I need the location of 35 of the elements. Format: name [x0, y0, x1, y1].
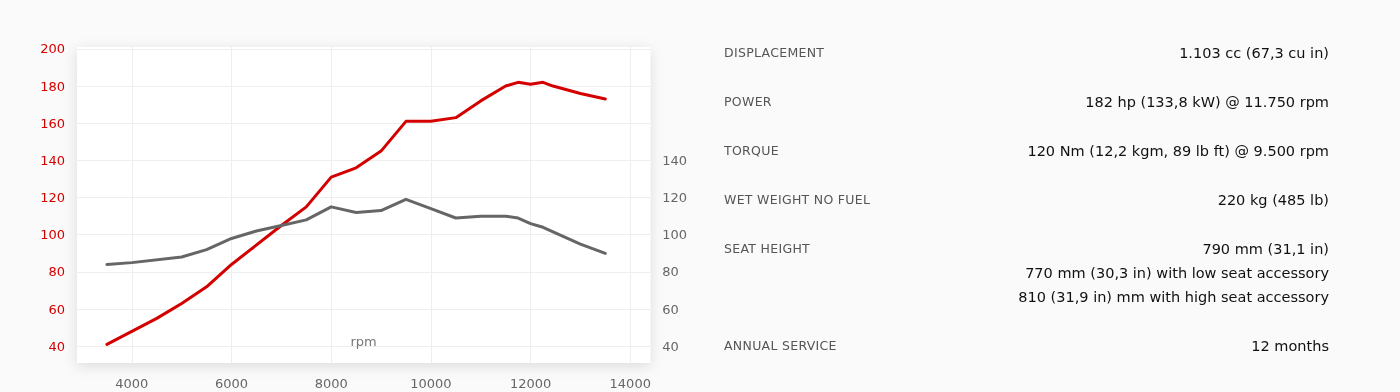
- text: 220 kg (485 lb): [1217, 191, 1329, 210]
- y2-tick-label: 120: [662, 190, 688, 206]
- x-tick-label: 12000: [509, 376, 552, 391]
- y-tick-label: 180: [40, 78, 65, 94]
- x-tick-label: 8000: [314, 376, 348, 391]
- x-tick-label: 6000: [214, 376, 249, 391]
- y-tick-label: 80: [48, 264, 65, 280]
- text: 790 mm (31,1 in) 770 mm (30,3 in) with low seat accessory 810 (31,9 in) mm with high seat accessory: [1018, 240, 1329, 307]
- line-series: [105, 197, 607, 266]
- y-tick-label: 60: [48, 301, 65, 317]
- text: ANNUAL SERVICE: [724, 337, 837, 355]
- y-tick-label: 160: [40, 115, 65, 131]
- text: 1.103 cc (67,3 cu in): [1179, 44, 1329, 63]
- x-tick-label: 4000: [115, 376, 149, 391]
- text: TORQUE: [724, 142, 779, 160]
- text: 12 months: [1251, 337, 1329, 356]
- text: SEAT HEIGHT: [724, 240, 811, 258]
- x-axis-title: rpm: [350, 334, 377, 349]
- text: 120 Nm (12,2 kgm, 89 lb ft) @ 9.500 rpm: [1027, 142, 1329, 161]
- y2-tick-label: 40: [662, 338, 679, 354]
- y-tick-label: 200: [40, 41, 65, 57]
- y2-tick-label: 100: [662, 227, 688, 243]
- x-tick-label: 10000: [410, 376, 452, 391]
- text: POWER: [724, 93, 772, 111]
- y-tick-label: 40: [48, 338, 65, 354]
- y2-tick-label: 60: [662, 301, 679, 317]
- y-tick-label: 140: [40, 152, 65, 168]
- text: DISPLACEMENT: [724, 44, 825, 62]
- y2-tick-label: 140: [662, 152, 688, 168]
- text: WET WEIGHT NO FUEL: [724, 191, 871, 209]
- y-tick-label: 120: [40, 190, 65, 206]
- x-tick-label: 14000: [609, 376, 651, 391]
- y2-tick-label: 80: [662, 264, 679, 280]
- text: 182 hp (133,8 kW) @ 11.750 rpm: [1085, 93, 1329, 112]
- y-tick-label: 100: [40, 227, 65, 243]
